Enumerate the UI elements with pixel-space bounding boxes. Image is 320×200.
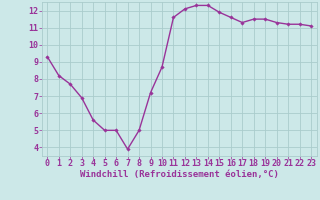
X-axis label: Windchill (Refroidissement éolien,°C): Windchill (Refroidissement éolien,°C) (80, 170, 279, 179)
